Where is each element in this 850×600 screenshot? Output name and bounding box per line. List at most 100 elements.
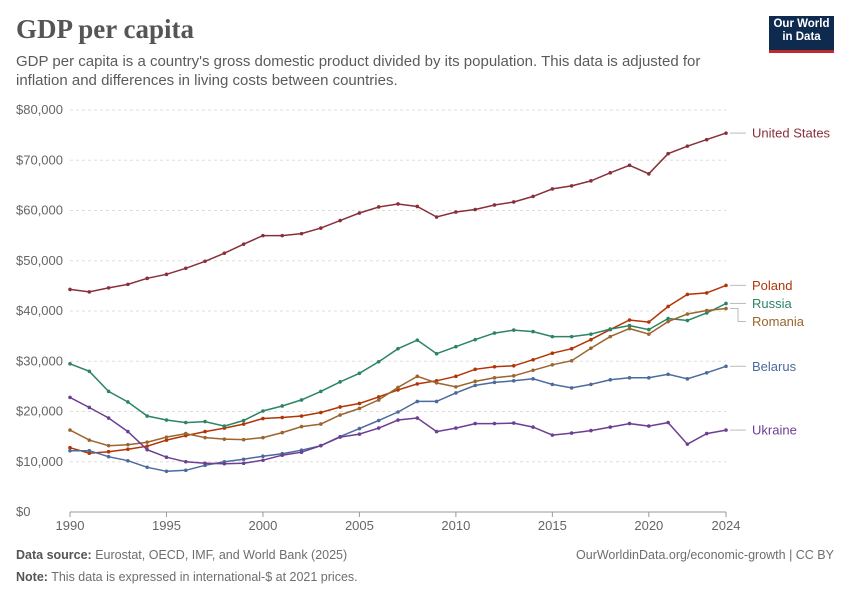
data-point-romania[interactable] xyxy=(280,430,285,435)
data-point-united-states[interactable] xyxy=(569,184,574,188)
data-point-poland[interactable] xyxy=(531,357,535,362)
data-point-belarus[interactable] xyxy=(492,380,497,385)
data-point-russia[interactable] xyxy=(589,332,593,336)
data-point-ukraine[interactable] xyxy=(106,416,111,420)
data-point-poland[interactable] xyxy=(376,395,381,399)
data-point-romania[interactable] xyxy=(569,358,574,363)
data-point-poland[interactable] xyxy=(164,438,169,442)
data-point-belarus[interactable] xyxy=(357,426,362,431)
data-point-russia[interactable] xyxy=(415,338,420,342)
data-point-belarus[interactable] xyxy=(473,383,477,388)
data-point-poland[interactable] xyxy=(299,414,304,418)
data-point-romania[interactable] xyxy=(203,435,207,440)
data-point-poland[interactable] xyxy=(627,318,632,322)
data-point-poland[interactable] xyxy=(473,367,477,372)
data-point-ukraine[interactable] xyxy=(492,421,497,426)
data-point-united-states[interactable] xyxy=(319,226,323,230)
data-point-russia[interactable] xyxy=(434,351,439,356)
data-point-russia[interactable] xyxy=(454,344,458,349)
data-point-russia[interactable] xyxy=(68,361,72,366)
data-point-romania[interactable] xyxy=(589,346,593,350)
data-point-russia[interactable] xyxy=(569,334,574,339)
data-point-romania[interactable] xyxy=(164,435,169,439)
data-point-ukraine[interactable] xyxy=(724,428,728,432)
data-point-ukraine[interactable] xyxy=(704,431,709,436)
data-point-poland[interactable] xyxy=(454,374,458,379)
data-point-romania[interactable] xyxy=(87,438,92,442)
data-point-romania[interactable] xyxy=(241,437,246,442)
data-point-ukraine[interactable] xyxy=(511,421,516,425)
data-point-russia[interactable] xyxy=(531,329,535,334)
data-point-romania[interactable] xyxy=(531,368,535,373)
data-point-united-states[interactable] xyxy=(647,172,651,176)
data-point-poland[interactable] xyxy=(511,363,516,368)
data-point-united-states[interactable] xyxy=(222,251,227,256)
owid-logo[interactable]: Our World in Data xyxy=(769,16,834,53)
data-point-ukraine[interactable] xyxy=(454,426,458,430)
series-label-russia[interactable]: Russia xyxy=(752,296,793,311)
data-point-romania[interactable] xyxy=(261,435,265,440)
data-point-ukraine[interactable] xyxy=(68,395,72,400)
data-point-russia[interactable] xyxy=(666,316,670,321)
data-point-ukraine[interactable] xyxy=(145,447,149,452)
data-point-romania[interactable] xyxy=(608,334,613,339)
data-point-poland[interactable] xyxy=(261,416,265,421)
data-point-romania[interactable] xyxy=(299,424,304,429)
source-url[interactable]: OurWorldinData.org/economic-growth | CC … xyxy=(576,548,834,562)
data-point-russia[interactable] xyxy=(164,418,169,422)
data-point-ukraine[interactable] xyxy=(164,455,169,460)
data-point-ukraine[interactable] xyxy=(666,420,670,425)
data-point-united-states[interactable] xyxy=(685,144,690,148)
data-point-poland[interactable] xyxy=(319,410,323,415)
data-point-russia[interactable] xyxy=(473,337,477,342)
data-point-belarus[interactable] xyxy=(376,418,381,423)
data-point-united-states[interactable] xyxy=(704,137,709,142)
data-point-russia[interactable] xyxy=(724,301,728,306)
data-point-russia[interactable] xyxy=(299,398,304,402)
data-point-russia[interactable] xyxy=(145,414,149,418)
data-point-romania[interactable] xyxy=(724,306,728,311)
data-point-romania[interactable] xyxy=(704,308,709,313)
series-label-poland[interactable]: Poland xyxy=(752,278,792,293)
data-point-russia[interactable] xyxy=(87,369,92,374)
data-point-ukraine[interactable] xyxy=(222,461,227,466)
data-point-poland[interactable] xyxy=(589,337,593,342)
data-point-romania[interactable] xyxy=(126,442,130,447)
data-point-poland[interactable] xyxy=(569,346,574,351)
data-point-belarus[interactable] xyxy=(511,379,516,383)
data-point-russia[interactable] xyxy=(550,334,555,339)
data-point-romania[interactable] xyxy=(183,431,188,436)
series-line-romania[interactable] xyxy=(69,307,727,447)
data-point-romania[interactable] xyxy=(68,428,72,432)
data-point-romania[interactable] xyxy=(434,381,439,385)
data-point-united-states[interactable] xyxy=(183,266,188,271)
data-point-united-states[interactable] xyxy=(357,211,362,215)
data-point-united-states[interactable] xyxy=(261,233,265,238)
data-point-romania[interactable] xyxy=(685,312,690,316)
series-line-united-states[interactable] xyxy=(69,132,727,293)
data-point-poland[interactable] xyxy=(68,445,72,450)
data-point-belarus[interactable] xyxy=(434,399,439,404)
data-point-poland[interactable] xyxy=(280,415,285,420)
data-point-ukraine[interactable] xyxy=(531,425,535,429)
data-point-romania[interactable] xyxy=(222,437,227,441)
series-label-united-states[interactable]: United States xyxy=(752,126,831,141)
data-point-belarus[interactable] xyxy=(241,457,246,462)
data-point-romania[interactable] xyxy=(492,376,497,380)
data-point-poland[interactable] xyxy=(647,320,651,324)
data-point-romania[interactable] xyxy=(338,413,342,417)
data-point-romania[interactable] xyxy=(415,374,420,379)
data-point-romania[interactable] xyxy=(396,385,400,390)
data-point-ukraine[interactable] xyxy=(261,458,265,463)
data-point-ukraine[interactable] xyxy=(627,421,632,426)
data-point-poland[interactable] xyxy=(724,283,728,288)
data-point-ukraine[interactable] xyxy=(183,459,188,464)
data-point-russia[interactable] xyxy=(511,328,516,332)
data-source-text[interactable]: Eurostat, OECD, IMF, and World Bank (202… xyxy=(95,548,348,562)
data-point-russia[interactable] xyxy=(647,327,651,332)
data-point-russia[interactable] xyxy=(704,311,709,315)
data-point-united-states[interactable] xyxy=(666,151,670,156)
data-point-united-states[interactable] xyxy=(550,187,555,191)
data-point-united-states[interactable] xyxy=(241,242,246,246)
data-point-romania[interactable] xyxy=(473,379,477,384)
